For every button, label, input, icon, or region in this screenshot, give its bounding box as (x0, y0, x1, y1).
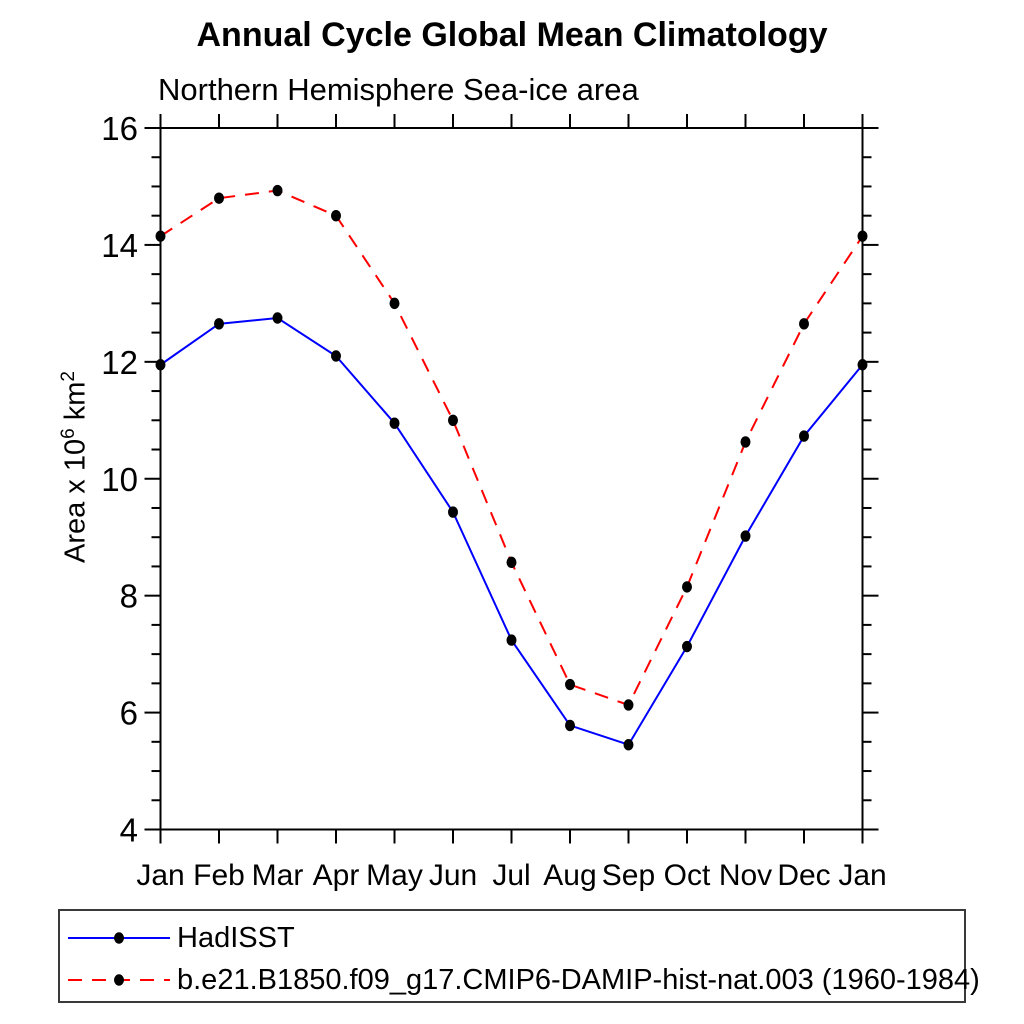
x-tick-label-3: Apr (313, 859, 360, 892)
series-0-marker-5 (448, 506, 458, 518)
series-1-marker-8 (623, 699, 634, 711)
x-tick-label-8: Sep (602, 859, 655, 892)
series-0-marker-2 (272, 312, 283, 324)
series-1-marker-5 (448, 414, 458, 426)
legend-line-sample-solid (68, 932, 170, 944)
x-tick-label-2: Mar (252, 859, 304, 892)
series-0-marker-12 (857, 359, 868, 371)
legend-line-sample-dashed (68, 974, 170, 986)
y-tick-label-4: 4 (120, 812, 138, 849)
series-1-marker-1 (214, 192, 224, 204)
series-1-marker-9 (682, 581, 692, 593)
x-tick-label-5: Jun (429, 859, 477, 892)
y-tick-label-10: 10 (101, 461, 138, 498)
series-0-marker-7 (565, 719, 575, 732)
series-1-marker-10 (740, 436, 751, 448)
x-tick-label-6: Jul (492, 859, 530, 892)
legend-label-hadisst: HadISST (177, 921, 295, 954)
y-tick-label-14: 14 (101, 227, 138, 264)
series-1-marker-7 (565, 678, 575, 691)
legend-entry-hadisst: HadISST (60, 917, 964, 959)
x-tick-label-9: Oct (664, 859, 711, 892)
series-0-marker-4 (389, 417, 400, 429)
y-tick-label-12: 12 (101, 344, 138, 381)
x-tick-label-12: Jan (838, 859, 886, 892)
series-0-marker-1 (214, 318, 224, 330)
series-1-marker-0 (155, 230, 166, 242)
legend: HadISST b.e21.B1850.f09_g17.CMIP6-DAMIP-… (58, 909, 980, 1003)
series-0-marker-9 (682, 640, 692, 653)
chart-subtitle: Northern Hemisphere Sea-ice area (158, 72, 639, 107)
series-1-marker-4 (389, 297, 400, 310)
x-tick-label-4: May (366, 859, 423, 892)
y-axis-ticks (144, 127, 879, 831)
y-tick-label-16: 16 (101, 110, 138, 147)
x-tick-label-11: Dec (777, 859, 830, 892)
plot-border (159, 127, 864, 831)
chart-title: Annual Cycle Global Mean Climatology (196, 16, 828, 54)
y-tick-label-8: 8 (120, 578, 138, 615)
series-0-marker-11 (799, 430, 809, 442)
series-line-1 (159, 189, 864, 707)
legend-entry-model: b.e21.B1850.f09_g17.CMIP6-DAMIP-hist-nat… (60, 959, 980, 1001)
x-tick-label-10: Nov (719, 859, 772, 892)
series-line-0 (159, 316, 864, 746)
series-0-marker-8 (623, 739, 634, 751)
series-0-marker-0 (155, 359, 166, 371)
series-1-marker-3 (331, 209, 341, 222)
x-tick-label-1: Feb (193, 859, 245, 892)
legend-label-model: b.e21.B1850.f09_g17.CMIP6-DAMIP-hist-nat… (177, 963, 980, 996)
x-tick-label-7: Aug (543, 859, 596, 892)
series-1-marker-6 (506, 556, 517, 569)
x-tick-label-0: Jan (136, 859, 184, 892)
series-0-marker-3 (331, 350, 341, 362)
series-1-marker-12 (857, 230, 868, 242)
series-1-marker-11 (799, 318, 809, 330)
series-1-marker-2 (272, 184, 283, 197)
series-0-marker-10 (740, 530, 751, 542)
y-tick-label-6: 6 (120, 695, 138, 732)
x-axis-ticks (159, 114, 864, 844)
series-0-marker-6 (506, 634, 517, 646)
